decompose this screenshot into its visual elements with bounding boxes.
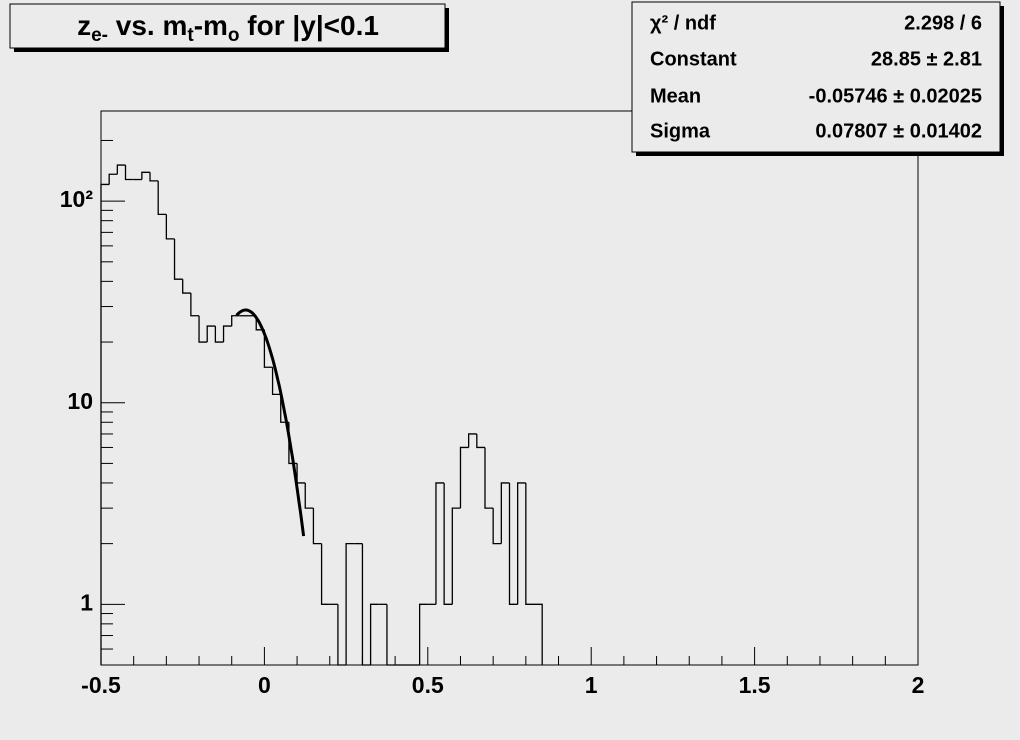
histogram-bin: [320, 543, 330, 605]
histogram-bin: [468, 433, 477, 448]
x-tick-label: 0: [258, 672, 271, 698]
histogram-bin: [263, 329, 273, 368]
histogram-bin: [337, 604, 347, 666]
histogram-bin: [484, 447, 494, 509]
title-text: for |y|<0.1: [240, 10, 379, 41]
histogram-bin: [443, 482, 453, 605]
histogram-bin: [108, 173, 118, 185]
histogram-bin: [214, 326, 224, 343]
stats-label: Sigma: [650, 120, 711, 142]
title-box: [9, 3, 446, 49]
stats-value: 0.07807 ± 0.01402: [815, 120, 982, 142]
title-subscript: t: [187, 25, 194, 46]
histogram-bin: [418, 603, 428, 665]
histogram-bin: [304, 482, 314, 509]
histogram-bin: [517, 482, 526, 605]
y-tick-label: 10²: [60, 186, 94, 212]
histogram-bin: [525, 482, 535, 605]
x-tick-label: 1.5: [739, 672, 771, 698]
histogram-bin: [198, 315, 208, 343]
title-text: -m: [194, 10, 228, 41]
histogram-bin: [190, 293, 200, 317]
histogram-bin: [157, 180, 167, 215]
title-text: z: [77, 10, 91, 41]
x-tick-label: 2: [912, 672, 925, 698]
histogram-bin: [492, 508, 502, 545]
histogram-bin: [459, 446, 469, 509]
histogram-bin: [508, 482, 518, 605]
stats-label: χ² / ndf: [650, 12, 716, 34]
histogram-bin: [534, 603, 543, 665]
title-text: vs. m: [108, 10, 187, 41]
x-tick-label: 0.5: [412, 672, 444, 698]
histogram-bin: [116, 164, 126, 175]
histogram-bin: [312, 508, 322, 545]
x-tick-label: -0.5: [81, 672, 121, 698]
histogram-bin: [141, 171, 151, 180]
histogram-bin: [435, 482, 445, 605]
histogram-bin: [345, 542, 355, 665]
y-tick-label: 1: [80, 589, 93, 615]
stats-label: Constant: [650, 48, 737, 70]
histogram-bin: [124, 165, 134, 181]
stats-value: -0.05746 ± 0.02025: [809, 85, 982, 107]
title-subscript: e-: [91, 25, 108, 46]
x-tick-label: 1: [585, 672, 598, 698]
histogram-bin: [149, 172, 159, 182]
histogram-bin: [100, 183, 110, 665]
histogram-bin: [361, 543, 371, 666]
histogram-bin: [173, 238, 183, 280]
stats-box: [631, 1, 1001, 153]
stats-label: Mean: [650, 85, 701, 107]
histogram-bin: [369, 603, 379, 665]
histogram-bin: [500, 482, 510, 544]
histogram-bin: [182, 279, 191, 294]
histogram-bin: [271, 367, 281, 396]
histogram-bin: [386, 604, 396, 666]
y-tick-label: 10: [67, 388, 93, 414]
chart-title: ze- vs. mt-mo for |y|<0.1: [77, 10, 379, 46]
title-subscript: o: [228, 25, 240, 46]
fit-curve: [235, 308, 306, 537]
histogram-bin: [222, 325, 232, 343]
histogram-bin: [476, 433, 485, 449]
stats-value: 28.85 ± 2.81: [871, 48, 982, 70]
histogram-bin: [165, 214, 175, 240]
stats-value: 2.298 / 6: [904, 12, 982, 34]
histogram-bin: [206, 325, 216, 343]
histogram-bin: [451, 507, 461, 605]
